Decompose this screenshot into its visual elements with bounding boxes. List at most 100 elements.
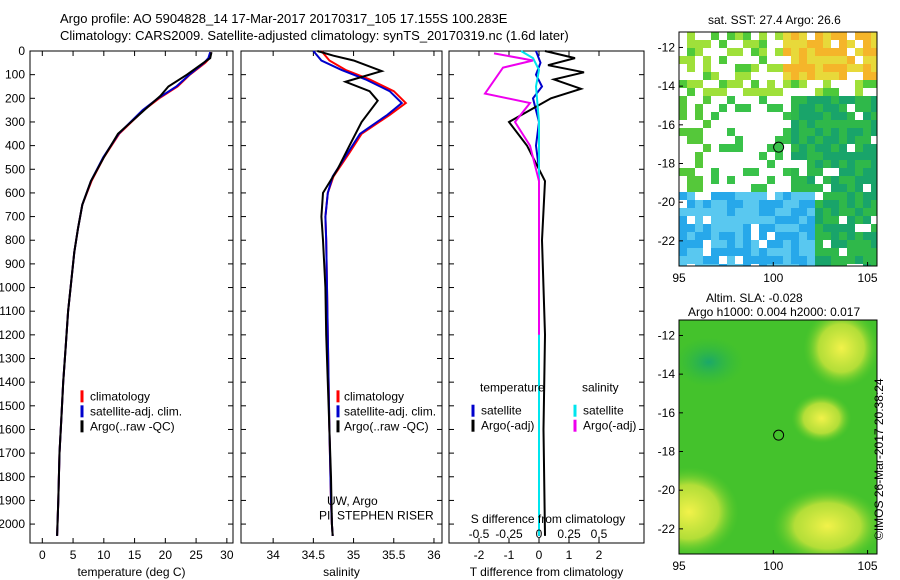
x-tick-label: 25 bbox=[189, 548, 203, 562]
map-cell bbox=[751, 64, 759, 72]
map-cell bbox=[687, 248, 695, 256]
map-cell bbox=[679, 192, 687, 200]
map-cell bbox=[711, 32, 719, 40]
map-cell bbox=[751, 208, 759, 216]
map-cell bbox=[855, 120, 863, 128]
map-cell bbox=[727, 224, 735, 232]
map-cell bbox=[711, 176, 719, 184]
map-cell bbox=[863, 32, 871, 40]
map-cell bbox=[823, 200, 831, 208]
map-cell bbox=[799, 56, 807, 64]
map-cell bbox=[823, 256, 831, 264]
map-cell bbox=[783, 128, 791, 136]
map-cell bbox=[831, 248, 839, 256]
map-cell bbox=[703, 88, 711, 96]
map-cell bbox=[783, 48, 791, 56]
legend-label: Argo(..raw -QC) bbox=[344, 419, 429, 433]
series-line bbox=[56, 51, 213, 536]
map-cell bbox=[799, 200, 807, 208]
map-cell bbox=[871, 32, 877, 40]
map-cell bbox=[823, 96, 831, 104]
map-cell bbox=[719, 192, 727, 200]
map-cell bbox=[831, 264, 839, 266]
map-cell bbox=[735, 72, 743, 80]
map-cell bbox=[743, 40, 751, 48]
map-cell bbox=[743, 264, 751, 266]
map-cell bbox=[815, 224, 823, 232]
map-cell bbox=[695, 232, 703, 240]
map-cell bbox=[767, 224, 775, 232]
map-cell bbox=[759, 224, 767, 232]
map-cell bbox=[799, 96, 807, 104]
plot-frame bbox=[448, 50, 645, 544]
y-tick-label: -14 bbox=[658, 79, 676, 93]
map-cell bbox=[863, 104, 871, 112]
map-cell bbox=[863, 80, 871, 88]
y-tick-label: 400 bbox=[5, 139, 25, 153]
map-cell bbox=[831, 240, 839, 248]
map-cell bbox=[807, 104, 815, 112]
map-cell bbox=[823, 32, 831, 40]
map-cell bbox=[735, 264, 743, 266]
map-cell bbox=[743, 208, 751, 216]
x-tick-label: 1 bbox=[566, 548, 573, 562]
map-cell bbox=[863, 72, 871, 80]
map-cell bbox=[759, 200, 767, 208]
map-cell bbox=[791, 48, 799, 56]
map-cell bbox=[759, 216, 767, 224]
legend-label: satellite bbox=[583, 404, 624, 418]
map-cell bbox=[711, 192, 719, 200]
map-cell bbox=[687, 80, 695, 88]
map-cell bbox=[863, 128, 871, 136]
map-cell bbox=[871, 120, 877, 128]
map-cell bbox=[831, 160, 839, 168]
map-cell bbox=[751, 256, 759, 264]
map-cell bbox=[799, 240, 807, 248]
map-cell bbox=[727, 248, 735, 256]
legend-label: climatology bbox=[344, 389, 404, 403]
map-cell bbox=[687, 240, 695, 248]
map-cell bbox=[855, 48, 863, 56]
map-cell bbox=[823, 104, 831, 112]
map-cell bbox=[807, 264, 815, 266]
map-cell bbox=[807, 184, 815, 192]
x2-tick-label: 0 bbox=[536, 527, 543, 541]
series-line bbox=[56, 51, 212, 536]
map-cell bbox=[703, 120, 711, 128]
map-cell bbox=[815, 152, 823, 160]
legend-label: climatology bbox=[90, 389, 150, 403]
map-cell bbox=[807, 152, 815, 160]
map-cell bbox=[807, 136, 815, 144]
map-cell bbox=[687, 176, 695, 184]
map-cell bbox=[855, 240, 863, 248]
map-cell bbox=[695, 200, 703, 208]
map-cell bbox=[871, 80, 877, 88]
map-cell bbox=[847, 152, 855, 160]
map-cell bbox=[759, 256, 767, 264]
y-tick-label: 500 bbox=[5, 162, 25, 176]
map-cell bbox=[735, 32, 743, 40]
map-cell bbox=[815, 56, 823, 64]
map-cell bbox=[727, 128, 735, 136]
map-cell bbox=[743, 32, 751, 40]
map-cell bbox=[815, 160, 823, 168]
y-tick-label: 1800 bbox=[0, 470, 25, 484]
map-cell bbox=[831, 112, 839, 120]
y-tick-label: 0 bbox=[18, 44, 25, 58]
map-cell bbox=[743, 88, 751, 96]
map-cell bbox=[791, 136, 799, 144]
x-tick-label: 0 bbox=[536, 548, 543, 562]
map-cell bbox=[863, 168, 871, 176]
map-cell bbox=[815, 96, 823, 104]
map-cell bbox=[871, 208, 877, 216]
map-cell bbox=[799, 192, 807, 200]
map-cell bbox=[727, 80, 735, 88]
map-cell bbox=[703, 208, 711, 216]
map-cell bbox=[855, 208, 863, 216]
map-cell bbox=[863, 152, 871, 160]
series-line bbox=[320, 50, 408, 536]
map-cell bbox=[839, 56, 847, 64]
map-cell bbox=[847, 40, 855, 48]
map-cell bbox=[727, 256, 735, 264]
y-tick-label: -16 bbox=[658, 406, 676, 420]
